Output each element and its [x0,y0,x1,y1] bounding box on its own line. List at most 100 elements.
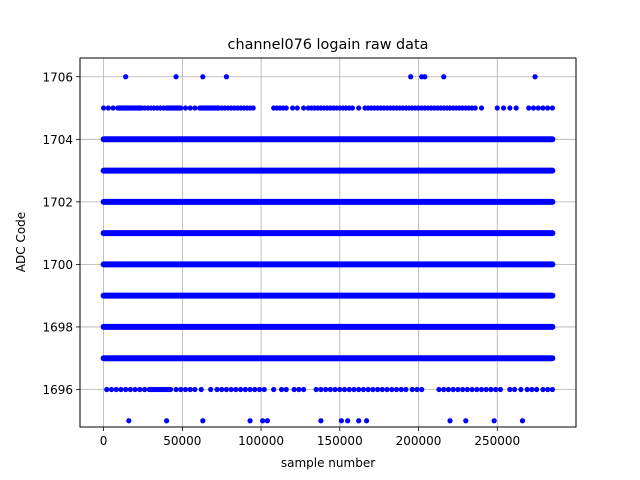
data-point-outlier [447,418,453,424]
data-point [436,386,442,393]
data-point-outlier [408,74,414,80]
data-point [178,105,184,111]
data-point [300,105,307,111]
data-point [360,386,367,393]
data-point [137,386,143,393]
data-point [313,386,319,393]
data-point [356,105,362,111]
data-point-outlier [338,418,344,424]
data-point [450,386,456,393]
data-point [398,386,404,393]
x-tick-label: 0 [100,434,108,448]
data-point [507,105,513,111]
data-point [455,386,461,393]
data-point [178,386,184,393]
data-point [464,386,470,393]
data-point [526,105,532,111]
data-point [403,386,409,393]
data-point [409,386,415,393]
data-point [294,105,300,111]
data-point [173,386,179,393]
data-point [497,386,504,393]
y-tick-label: 1706 [42,70,73,84]
data-point-outlier [200,74,206,80]
y-tick-label: 1704 [42,133,73,147]
data-point [300,386,307,393]
data-point [252,386,258,393]
data-point [127,386,133,393]
data-point [349,105,356,111]
data-point-outlier [126,418,132,424]
data-point [318,386,324,393]
data-point-outlier [318,418,324,424]
data-point [524,386,530,393]
data-point [472,105,478,111]
data-point [118,386,124,393]
data-point-outlier [356,418,362,424]
x-tick-label: 150000 [317,434,363,448]
data-point [460,386,466,393]
data-point-outlier [164,418,170,424]
data-point [167,386,174,393]
x-tick-label: 200000 [396,434,442,448]
data-point-outlier [463,418,469,424]
data-point [393,386,400,393]
data-point-outlier [491,418,497,424]
data-point [187,386,193,393]
data-point [500,105,507,111]
data-point [104,386,110,393]
data-point [219,386,225,393]
data-point [419,386,425,393]
data-point [108,386,115,393]
data-point [192,105,198,111]
data-point [278,386,285,393]
data-point [370,386,376,393]
data-point [187,105,193,111]
data-point [208,386,214,393]
x-axis-ticks: 0 50000 100000 150000 200000 250000 [100,427,520,448]
data-point [261,386,267,393]
data-point [250,105,256,111]
data-point [540,105,546,111]
data-point [247,386,253,393]
data-point [389,386,395,393]
data-point [291,386,297,393]
data-point [283,105,289,111]
data-point [356,386,362,393]
data-point [549,105,555,111]
data-point-outlier [345,418,351,424]
data-point-outlier [247,418,253,424]
data-point [365,386,371,393]
data-point [535,105,541,111]
y-tick-label: 1698 [42,320,73,334]
data-point [233,386,239,393]
grid-lines [80,58,576,427]
plot-frame [79,57,577,428]
data-point [351,386,357,393]
data-point-outlier [260,418,266,424]
data-point [545,386,551,393]
data-point [337,386,343,393]
x-tick-label: 100000 [238,434,284,448]
data-point [529,386,535,393]
data-point [483,386,489,393]
data-point [238,386,244,393]
data-point [478,105,485,111]
data-point-outlier [223,74,230,80]
data-point [296,386,302,393]
data-point [182,386,189,393]
x-tick-label: 50000 [163,434,201,448]
data-point [289,105,296,111]
data-point [101,105,107,111]
data-point [488,386,494,393]
data-point [192,386,198,393]
data-point [214,386,220,393]
data-point [113,386,119,393]
data-point [256,386,263,393]
data-point [198,386,204,393]
y-axis-ticks: 1696 1698 1700 1702 1704 1706 [42,70,80,397]
x-axis-title: sample number [281,456,375,470]
data-point [341,386,348,393]
data-point-outlier [200,418,206,424]
